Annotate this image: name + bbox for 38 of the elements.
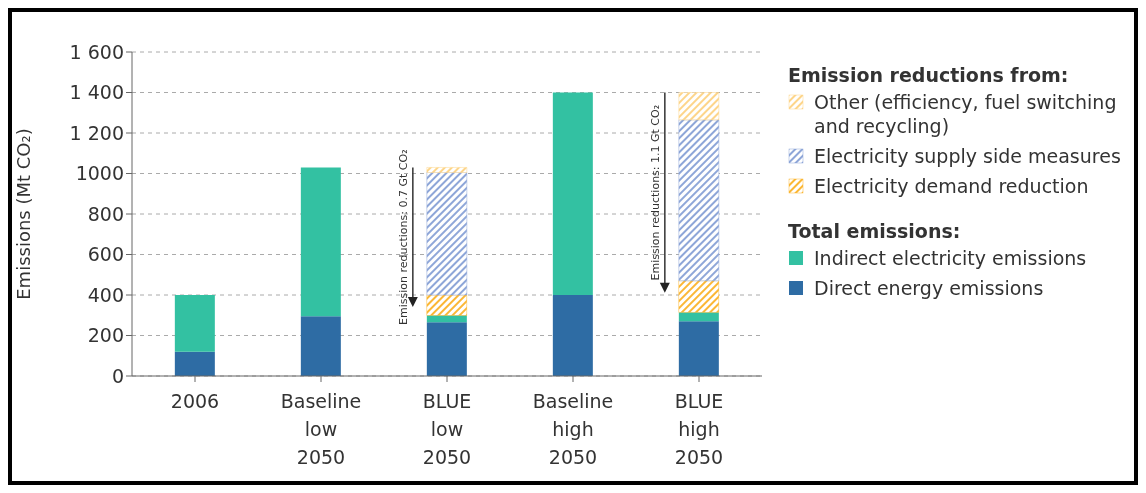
bar xyxy=(426,172,468,296)
x-tick-label: Baseline low 2050 xyxy=(280,390,362,468)
y-tick-label: 200 xyxy=(87,324,124,347)
bar xyxy=(678,321,719,376)
legend-label: Electricity supply side measures xyxy=(814,144,1121,168)
y-axis-title: Emissions (Mt CO₂) xyxy=(13,128,35,300)
y-tick-label: 1000 xyxy=(75,162,124,185)
y-tick-label: 400 xyxy=(87,283,124,306)
bar xyxy=(678,280,720,313)
x-tick-label: Baseline high 2050 xyxy=(532,390,614,468)
bar xyxy=(426,322,467,376)
legend-label: Direct energy emissions xyxy=(814,276,1044,300)
y-tick-label: 1 600 xyxy=(69,40,124,63)
bar xyxy=(174,351,215,376)
bar xyxy=(426,167,468,173)
bar xyxy=(552,92,593,295)
annotation: Emission reductions: 1.1 Gt CO₂ xyxy=(648,104,662,281)
bar xyxy=(426,294,468,316)
legend-label: Indirect electricity emissions xyxy=(814,246,1087,270)
y-tick-label: 800 xyxy=(87,202,124,225)
y-tick-label: 0 xyxy=(111,364,124,387)
bar xyxy=(174,295,215,352)
bar xyxy=(678,92,720,121)
text: Total emissions: xyxy=(788,220,962,242)
x-tick-label: BLUE low 2050 xyxy=(422,390,472,468)
legend-label: Electricity demand reduction xyxy=(814,174,1089,198)
bar xyxy=(300,316,341,376)
bar xyxy=(300,167,341,317)
y-tick-label: 600 xyxy=(87,243,124,266)
legend-title: Emission reductions from: xyxy=(788,64,1070,86)
y-tick-label: 1 200 xyxy=(69,121,124,144)
x-tick-label: 2006 xyxy=(170,390,220,412)
x-tick-label: BLUE high 2050 xyxy=(674,390,724,468)
bar xyxy=(552,295,593,376)
legend-label: Other (efficiency, fuel switching and recycling) xyxy=(814,90,1118,138)
y-tick-label: 1 400 xyxy=(69,81,124,104)
annotation: Emission reductions: 0.7 Gt CO₂ xyxy=(396,149,410,325)
bar xyxy=(678,119,720,282)
